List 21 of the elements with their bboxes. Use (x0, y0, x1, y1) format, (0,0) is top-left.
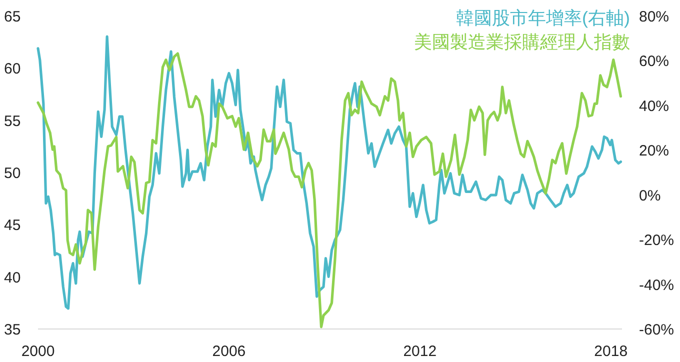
y2-tick-label: -60% (639, 322, 674, 338)
text: 韓國股市年增率(右軸) (456, 8, 630, 28)
y2-tick-label: -40% (639, 276, 674, 294)
y-tick-label: 65 (4, 8, 21, 26)
y-tick-label: 50 (4, 165, 21, 182)
y-tick-label: 55 (4, 112, 21, 130)
y2-tick-label: 80% (639, 8, 670, 26)
y2-tick-label: -20% (639, 232, 674, 250)
x-tick-label: 2018 (594, 343, 628, 360)
y-tick-label: 40 (4, 269, 21, 286)
y2-tick-label: 60% (639, 53, 670, 70)
y-tick-label: 45 (4, 217, 21, 234)
y-tick-label: 35 (4, 322, 21, 338)
x-tick-label: 2012 (403, 343, 437, 360)
x-tick-label: 2006 (212, 343, 246, 360)
y-tick-label: 60 (4, 60, 21, 78)
x-tick-label: 2000 (21, 343, 55, 360)
series-label: 美國製造業採購經理人指數 (414, 32, 630, 52)
y2-tick-label: 40% (639, 98, 670, 115)
y2-tick-label: 0% (639, 187, 661, 204)
y2-tick-label: 20% (639, 142, 670, 160)
